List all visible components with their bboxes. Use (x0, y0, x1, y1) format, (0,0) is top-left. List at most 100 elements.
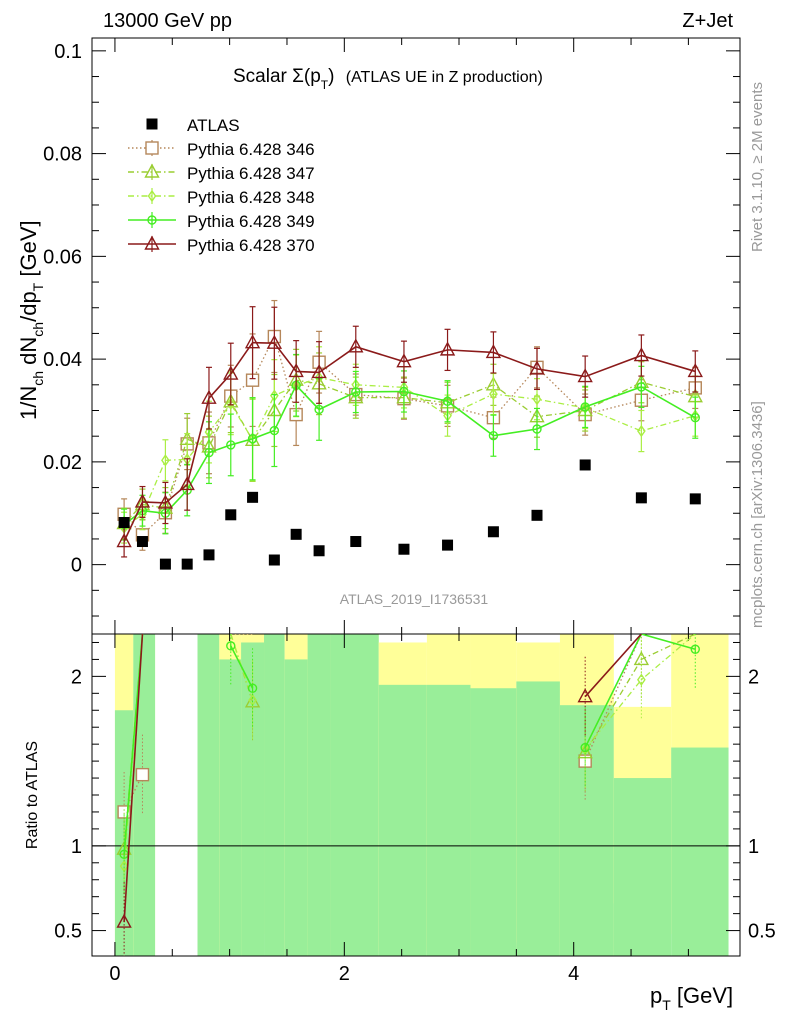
marker-diamond-open (489, 387, 498, 401)
data-point (529, 360, 545, 375)
data-point (531, 509, 543, 521)
series-p346 (117, 299, 702, 551)
marker-triangle-open (223, 365, 239, 380)
data-point (266, 334, 283, 349)
data-point (247, 434, 258, 444)
series-line (123, 341, 696, 542)
band-inner (378, 684, 427, 956)
data-point (269, 425, 280, 436)
band-inner (613, 778, 672, 956)
data-point (485, 343, 502, 359)
marker-triangle-open (396, 353, 412, 368)
data-point (439, 341, 456, 356)
header-right: Z+Jet (682, 10, 733, 32)
marker-square-filled (159, 558, 171, 570)
marker-triangle-open (633, 347, 650, 362)
marker-triangle-open (529, 360, 545, 375)
band-inner (470, 688, 517, 956)
ratio-plot-frame: 0 2 4 0.5 0.5 1 1 2 2 Ratio to ATLAS pT [GeV] (24, 633, 776, 1013)
ratio-y-tick-label-right: 1 (748, 836, 759, 858)
legend-label: Pythia 6.428 370 (187, 236, 315, 255)
data-point (290, 528, 302, 540)
marker-square-open (145, 141, 159, 155)
data-point (579, 459, 591, 471)
marker-square-filled (268, 554, 280, 566)
data-point (488, 430, 499, 441)
data-point (580, 402, 590, 412)
title-main: Scalar Σ(p (233, 66, 321, 87)
marker-square-open (135, 767, 150, 782)
ratio-point (577, 688, 593, 703)
legend-marker (147, 189, 157, 203)
marker-square-filled (146, 118, 158, 130)
marker-triangle-open (116, 533, 132, 548)
data-point (350, 536, 362, 548)
x-tick-label: 2 (339, 963, 350, 985)
marker-square-filled (136, 536, 148, 548)
ratio-y-tick-label: 1 (71, 836, 82, 858)
marker-triangle-open (144, 163, 160, 178)
legend-label: ATLAS (187, 116, 240, 135)
ratio-line (584, 634, 642, 698)
band-inner (330, 634, 379, 956)
data-point (159, 558, 171, 570)
data-point (690, 412, 700, 423)
marker-triangle-open (577, 368, 593, 383)
ratio-uncertainty-bands (114, 634, 729, 956)
data-point (136, 536, 148, 548)
legend-item-p370: Pythia 6.428 370 (128, 235, 315, 255)
marker-square-filled (350, 536, 362, 548)
marker-square-filled (531, 509, 543, 521)
ratio-series-p349 (119, 634, 700, 895)
marker-triangle-open (244, 334, 261, 349)
legend-label: Pythia 6.428 349 (187, 212, 315, 231)
legend-marker (144, 163, 160, 178)
data-point (348, 338, 364, 353)
marker-square-filled (313, 545, 325, 557)
marker-square-filled (247, 491, 259, 503)
marker-square-filled (203, 549, 215, 561)
marker-diamond-open (226, 397, 236, 411)
marker-square-filled (398, 543, 410, 555)
band-inner (426, 684, 471, 956)
rivet-label: Rivet 3.1.10, ≥ 2M events (749, 82, 766, 252)
band-inner (219, 659, 242, 956)
legend-label: Pythia 6.428 346 (187, 140, 315, 159)
ratio-point (247, 683, 258, 693)
data-point (181, 558, 193, 570)
band-inner (133, 634, 156, 956)
data-point (201, 389, 217, 404)
header-left: 13000 GeV pp (103, 10, 232, 32)
marker-triangle-open (439, 341, 456, 356)
data-point (313, 545, 325, 557)
data-point (637, 424, 646, 438)
data-point (288, 362, 304, 378)
band-inner (307, 634, 331, 956)
x-tick-label: 0 (109, 963, 120, 985)
marker-square-filled (225, 509, 237, 521)
band-inner (264, 634, 285, 956)
data-point (179, 476, 195, 491)
data-point (398, 543, 410, 555)
marker-diamond-open (637, 673, 646, 686)
y-axis-label: 1/Nch dNch/dpT [GeV] (16, 220, 46, 420)
ratio-point (580, 742, 590, 753)
ratio-y-tick-label: 0.5 (54, 921, 82, 943)
ratio-y-tick-label-right: 0.5 (748, 921, 776, 943)
ratio-line (123, 774, 144, 813)
data-point (225, 509, 237, 521)
band-inner (241, 642, 265, 956)
marker-square-filled (181, 558, 193, 570)
series-data (118, 459, 701, 570)
ratio-point (637, 673, 646, 686)
marker-triangle-open (266, 334, 283, 349)
legend-item-data: ATLAS (146, 116, 240, 135)
data-point (247, 491, 259, 503)
marker-triangle-open (179, 476, 195, 491)
data-point (268, 554, 280, 566)
marker-triangle-open (348, 338, 364, 353)
series-p370 (116, 306, 703, 558)
x-tick-label: 4 (568, 963, 579, 985)
legend-item-p349: Pythia 6.428 349 (128, 212, 315, 231)
legend-label: Pythia 6.428 347 (187, 164, 315, 183)
